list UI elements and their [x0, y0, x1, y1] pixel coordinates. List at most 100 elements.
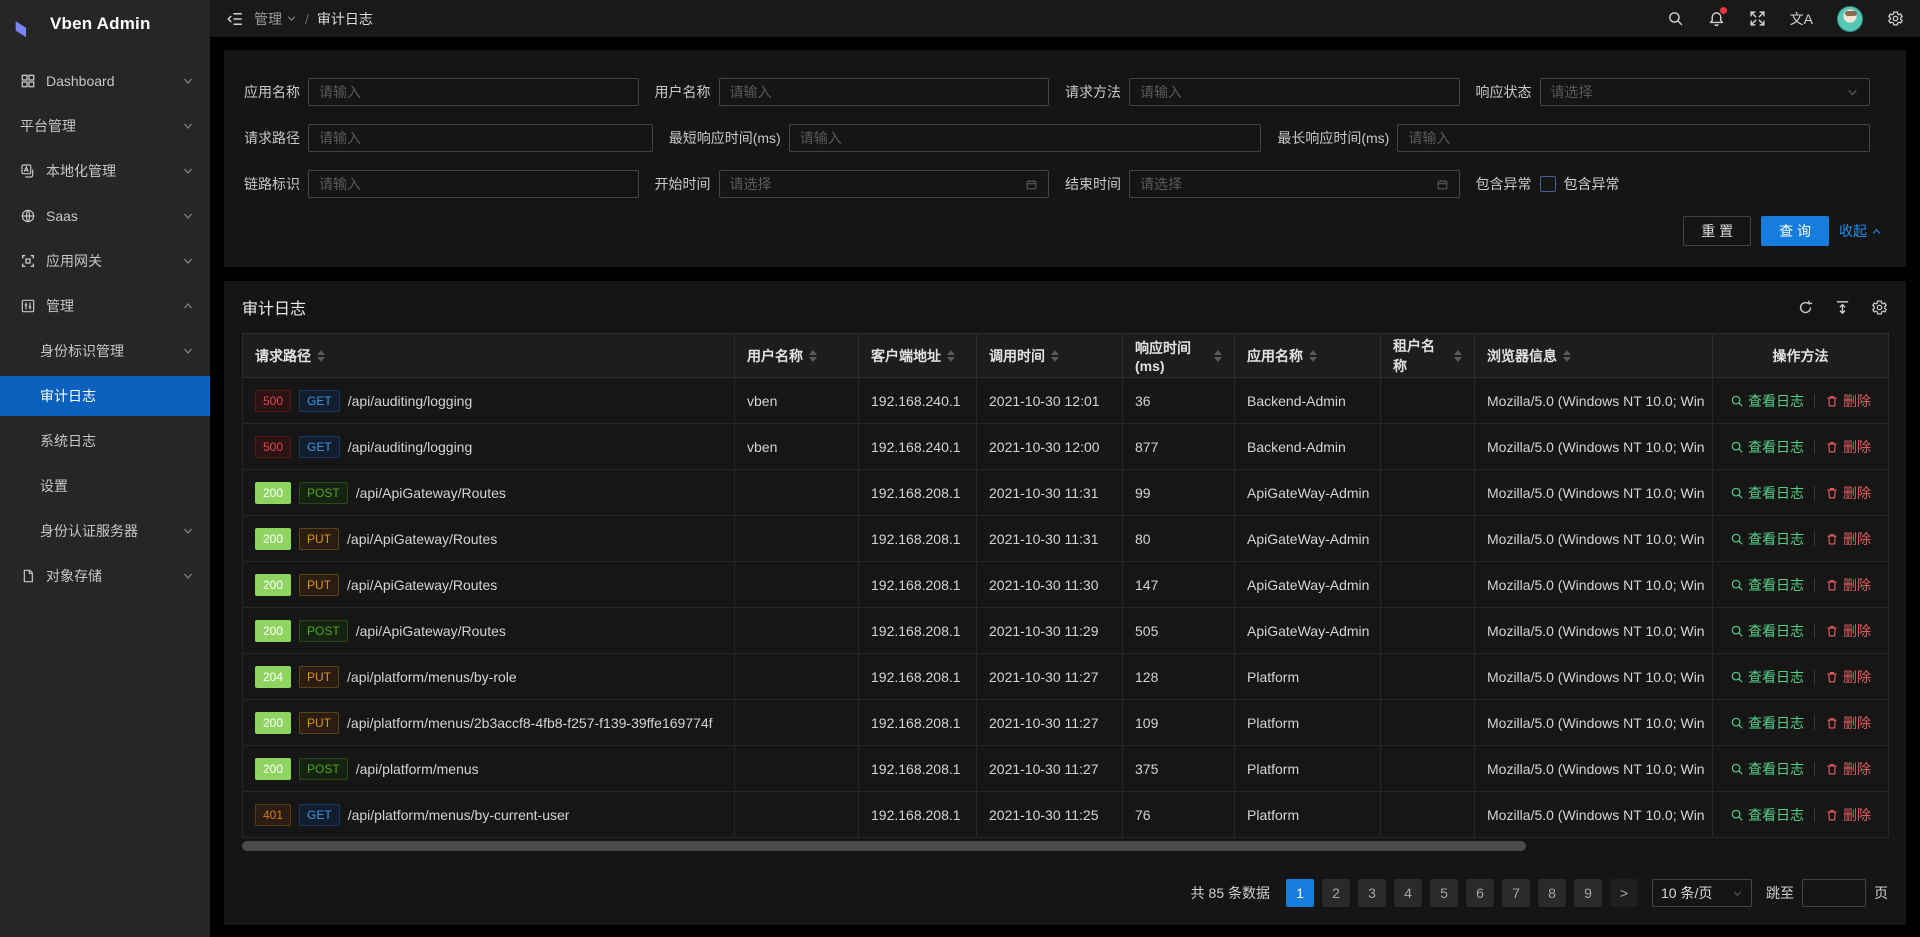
view-log-button[interactable]: 查看日志	[1730, 667, 1804, 687]
table-settings-icon[interactable]	[1871, 299, 1888, 316]
view-log-button[interactable]: 查看日志	[1730, 437, 1804, 457]
page-button-7[interactable]: 7	[1502, 879, 1530, 907]
sidebar-item-2[interactable]: 本地化管理	[0, 151, 210, 191]
cell-user	[734, 791, 859, 838]
avatar[interactable]	[1837, 5, 1863, 32]
sidebar-item-6[interactable]: 身份标识管理	[0, 331, 210, 371]
cell-duration: 80	[1122, 515, 1235, 562]
page-button-1[interactable]: 1	[1286, 879, 1314, 907]
sidebar-item-5[interactable]: 管理	[0, 286, 210, 326]
sidebar-item-7[interactable]: 审计日志	[0, 376, 210, 416]
sort-icons[interactable]	[317, 349, 325, 362]
delete-button[interactable]: 删除	[1825, 575, 1871, 595]
refresh-icon[interactable]	[1797, 299, 1814, 316]
view-log-button[interactable]: 查看日志	[1730, 483, 1804, 503]
sidebar-item-0[interactable]: Dashboard	[0, 61, 210, 101]
breadcrumb-parent[interactable]: 管理	[254, 9, 297, 29]
view-log-button[interactable]: 查看日志	[1730, 713, 1804, 733]
notifications-button[interactable]	[1708, 7, 1727, 27]
saas-icon	[20, 208, 36, 224]
view-log-button[interactable]: 查看日志	[1730, 805, 1804, 825]
reset-button[interactable]: 重 置	[1683, 216, 1752, 246]
cell-duration: 375	[1122, 745, 1235, 792]
page-size-select[interactable]: 10 条/页	[1652, 879, 1752, 907]
sidebar-item-8[interactable]: 系统日志	[0, 421, 210, 461]
delete-button[interactable]: 删除	[1825, 713, 1871, 733]
sidebar-item-3[interactable]: Saas	[0, 196, 210, 236]
sidebar-item-4[interactable]: 应用网关	[0, 241, 210, 281]
sidebar: Vben Admin Dashboard 平台管理本地化管理 Saas 应用网关管理身…	[0, 0, 210, 937]
vben-logo-icon	[11, 9, 41, 39]
column-header-ip[interactable]: 客户端地址	[858, 333, 977, 378]
page-button-8[interactable]: 8	[1538, 879, 1566, 907]
view-log-button[interactable]: 查看日志	[1730, 575, 1804, 595]
sort-icons[interactable]	[1051, 349, 1059, 362]
status-badge: 200	[255, 481, 292, 504]
trash-icon	[1825, 394, 1839, 408]
magnifier-icon	[1730, 808, 1744, 822]
magnifier-icon	[1730, 670, 1744, 684]
sidebar-item-1[interactable]: 平台管理	[0, 106, 210, 146]
sort-icons[interactable]	[1309, 349, 1317, 362]
sidebar-item-9[interactable]: 设置	[0, 466, 210, 506]
view-log-button[interactable]: 查看日志	[1730, 759, 1804, 779]
cell-app: ApiGateWay-Admin	[1234, 469, 1381, 516]
sidebar-item-10[interactable]: 身份认证服务器	[0, 511, 210, 551]
page-button-9[interactable]: 9	[1574, 879, 1602, 907]
sort-icons[interactable]	[1563, 349, 1571, 362]
column-header-duration[interactable]: 响应时间(ms)	[1122, 333, 1235, 378]
view-log-button[interactable]: 查看日志	[1730, 391, 1804, 411]
delete-button[interactable]: 删除	[1825, 805, 1871, 825]
has-exception-checkbox[interactable]	[1539, 176, 1556, 192]
delete-button[interactable]: 删除	[1825, 437, 1871, 457]
sort-icons[interactable]	[1454, 349, 1462, 362]
menu-fold-icon[interactable]	[226, 10, 244, 28]
response-status-select[interactable]: 请选择	[1539, 78, 1870, 106]
column-header-app[interactable]: 应用名称	[1234, 333, 1381, 378]
app-logo[interactable]: Vben Admin	[0, 0, 210, 48]
column-header-path[interactable]: 请求路径	[242, 333, 735, 378]
view-log-button[interactable]: 查看日志	[1730, 529, 1804, 549]
sort-icons[interactable]	[1214, 349, 1222, 362]
delete-button[interactable]: 删除	[1825, 621, 1871, 641]
scrollbar-thumb[interactable]	[242, 841, 1526, 851]
user-name-input[interactable]	[718, 78, 1049, 106]
column-header-time[interactable]: 调用时间	[976, 333, 1123, 378]
delete-button[interactable]: 删除	[1825, 483, 1871, 503]
page-jump-input[interactable]	[1802, 879, 1866, 907]
sort-icons[interactable]	[947, 349, 955, 362]
column-header-browser[interactable]: 浏览器信息	[1474, 333, 1713, 378]
min-elapsed-input[interactable]	[788, 124, 1262, 152]
app-name-input[interactable]	[308, 78, 639, 106]
http-method-input[interactable]	[1129, 78, 1460, 106]
action-divider	[1814, 669, 1815, 684]
cell-duration: 76	[1122, 791, 1235, 838]
start-time-picker[interactable]: 请选择	[718, 170, 1049, 198]
row-height-icon[interactable]	[1834, 299, 1851, 316]
page-button-6[interactable]: 6	[1466, 879, 1494, 907]
delete-button[interactable]: 删除	[1825, 391, 1871, 411]
page-button-5[interactable]: 5	[1430, 879, 1458, 907]
delete-button[interactable]: 删除	[1825, 759, 1871, 779]
column-header-user[interactable]: 用户名称	[734, 333, 859, 378]
search-icon[interactable]	[1667, 10, 1684, 27]
fullscreen-icon[interactable]	[1749, 10, 1766, 27]
page-button-4[interactable]: 4	[1394, 879, 1422, 907]
trace-id-input[interactable]	[308, 170, 639, 198]
translate-icon[interactable]: 文A	[1789, 10, 1813, 27]
end-time-picker[interactable]: 请选择	[1129, 170, 1460, 198]
view-log-button[interactable]: 查看日志	[1730, 621, 1804, 641]
max-elapsed-input[interactable]	[1397, 124, 1870, 152]
request-path-input[interactable]	[308, 124, 653, 152]
column-header-tenant[interactable]: 租户名称	[1380, 333, 1475, 378]
query-button[interactable]: 查 询	[1761, 216, 1829, 246]
sort-icons[interactable]	[809, 349, 817, 362]
next-page-button[interactable]: >	[1610, 879, 1638, 907]
delete-button[interactable]: 删除	[1825, 529, 1871, 549]
delete-button[interactable]: 删除	[1825, 667, 1871, 687]
page-button-2[interactable]: 2	[1322, 879, 1350, 907]
gear-icon[interactable]	[1887, 10, 1904, 27]
collapse-link[interactable]: 收起	[1839, 221, 1882, 241]
page-button-3[interactable]: 3	[1358, 879, 1386, 907]
sidebar-item-11[interactable]: 对象存储	[0, 556, 210, 596]
